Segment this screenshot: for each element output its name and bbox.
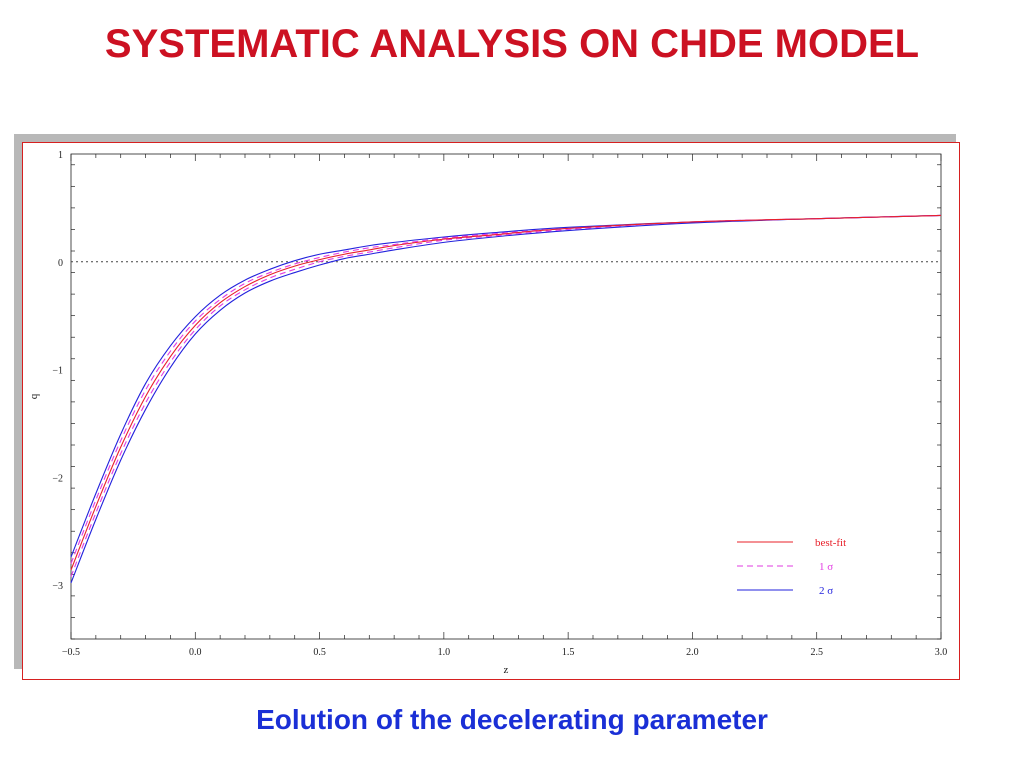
y-tick-label: −3	[52, 581, 63, 592]
y-axis-title: q	[28, 393, 40, 399]
x-tick-label: 0.0	[189, 647, 202, 658]
legend-label: 2 σ	[819, 585, 833, 597]
figure-frame: −0.5 0.0 0.5 1.0 1.5 2.0 2.5 3.0 −3 −2 −1 0 1 z q be…	[22, 142, 960, 680]
x-tick-label: 1.0	[438, 647, 451, 658]
tick-labels: −0.5 0.0 0.5 1.0 1.5 2.0 2.5 3.0 −3 −2 −1 0 1	[52, 150, 947, 658]
legend-label: best-fit	[815, 537, 846, 549]
slide-title: SYSTEMATIC ANALYSIS ON CHDE MODEL	[104, 22, 920, 66]
x-tick-label: −0.5	[62, 647, 80, 658]
x-tick-label: 0.5	[313, 647, 326, 658]
x-tick-label: 1.5	[562, 647, 575, 658]
figure-caption: Eolution of the decelerating parameter	[256, 704, 768, 735]
legend-label: 1 σ	[819, 561, 833, 573]
plot-area	[70, 153, 942, 640]
y-tick-label: 1	[58, 150, 63, 161]
series-layer	[70, 214, 942, 584]
axis-ticks	[70, 154, 942, 640]
y-tick-label: 0	[58, 258, 63, 269]
x-tick-label: 2.0	[686, 647, 699, 658]
deceleration-parameter-chart: −0.5 0.0 0.5 1.0 1.5 2.0 2.5 3.0 −3 −2 −1 0 1 z q be…	[28, 150, 947, 676]
y-tick-label: −2	[52, 473, 63, 484]
series-best-fit	[70, 214, 942, 571]
x-tick-label: 3.0	[935, 647, 948, 658]
x-axis-title: z	[504, 664, 509, 676]
series-2-sigma	[70, 214, 942, 584]
x-tick-label: 2.5	[810, 647, 823, 658]
y-tick-label: −1	[52, 366, 63, 377]
legend: best-fit 1 σ 2 σ	[737, 537, 846, 597]
